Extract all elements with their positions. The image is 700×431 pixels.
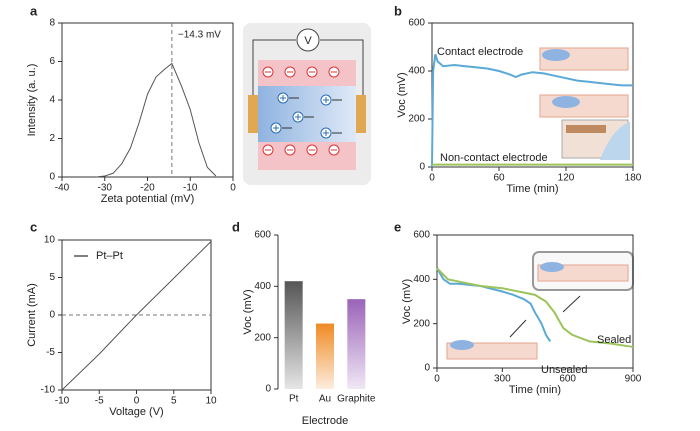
y-axis-title: Voc (mV)	[401, 279, 413, 324]
panel-letter: c	[30, 219, 37, 234]
y-tick-label: -10	[41, 385, 56, 396]
x-axis-title: Electrode	[302, 415, 348, 427]
y-tick-label: 200	[413, 318, 430, 329]
y-tick-label: 600	[254, 230, 271, 241]
x-tick-label: Au	[319, 394, 331, 405]
x-tick-label: 180	[625, 173, 642, 184]
series-label: Contact electrode	[437, 46, 523, 58]
bar	[316, 323, 334, 389]
data-line	[61, 241, 212, 391]
y-axis-title: Voc (mV)	[242, 289, 254, 334]
y-tick-label: 4	[49, 95, 55, 106]
y-tick-label: 200	[254, 332, 271, 343]
y-tick-label: 400	[254, 281, 271, 292]
x-tick-label: -20	[140, 183, 155, 194]
y-tick-label: 0	[49, 172, 55, 183]
y-tick-label: 200	[408, 114, 425, 125]
panel-letter: d	[232, 219, 240, 234]
schematic: V	[243, 23, 371, 185]
panel-letter: e	[394, 219, 401, 234]
y-tick-label: 2	[49, 133, 55, 144]
y-tick-label: 400	[408, 66, 425, 77]
data-line	[431, 53, 633, 168]
y-tick-label: -5	[46, 347, 55, 358]
legend-label: Pt–Pt	[96, 250, 123, 262]
x-tick-label: 120	[558, 173, 575, 184]
ion-sign	[280, 95, 286, 101]
y-tick-label: 6	[49, 56, 55, 67]
y-tick-label: 600	[408, 18, 425, 29]
y-tick-label: 0	[419, 162, 425, 173]
x-tick-label: Pt	[289, 394, 299, 405]
ion-sign	[273, 125, 279, 131]
y-tick-label: 0	[424, 363, 430, 374]
x-tick-label: 0	[429, 173, 435, 184]
y-tick-label: 400	[413, 274, 430, 285]
plot-frame	[61, 22, 234, 178]
ion-sign	[323, 130, 329, 136]
x-tick-label: 0	[134, 396, 140, 407]
series-label: Sealed	[597, 334, 631, 346]
data-line	[96, 62, 217, 178]
x-tick-label: -10	[55, 396, 70, 407]
x-tick-label: 600	[559, 374, 576, 385]
y-axis-title: Voc (mV)	[396, 72, 408, 117]
x-tick-label: Graphite	[337, 394, 376, 405]
meter-label: V	[304, 35, 312, 47]
inset-e	[446, 251, 634, 360]
x-tick-label: 60	[493, 173, 505, 184]
y-tick-label: 10	[44, 235, 56, 246]
reference-label: −14.3 mV	[178, 30, 221, 41]
x-tick-label: -10	[183, 183, 198, 194]
x-axis-title: Time (min)	[506, 183, 558, 195]
inset-b	[539, 47, 630, 160]
series-label: Unsealed	[541, 364, 587, 376]
y-axis-title: Intensity (a. u.)	[26, 64, 38, 137]
x-axis-title: Zeta potential (mV)	[101, 193, 195, 205]
panel-letter: a	[30, 3, 38, 18]
ion-sign	[295, 114, 301, 120]
y-tick-label: 0	[49, 310, 55, 321]
x-axis-title: Voltage (V)	[109, 406, 163, 418]
x-tick-label: -5	[95, 396, 104, 407]
x-tick-label: 300	[494, 374, 511, 385]
ion-sign	[323, 97, 329, 103]
y-tick-label: 600	[413, 230, 430, 241]
y-axis-title: Current (mA)	[26, 283, 38, 347]
x-axis-title: Time (min)	[509, 384, 561, 396]
x-tick-label: 0	[434, 374, 440, 385]
x-tick-label: -30	[98, 183, 113, 194]
x-tick-label: -40	[55, 183, 70, 194]
y-tick-label: 0	[265, 384, 271, 395]
panel-letter: b	[394, 3, 402, 18]
y-tick-label: 5	[49, 272, 55, 283]
bar	[347, 299, 366, 389]
x-tick-label: 0	[230, 183, 236, 194]
x-tick-label: 10	[205, 396, 217, 407]
series-label: Non-contact electrode	[440, 152, 548, 164]
x-tick-label: 5	[171, 396, 177, 407]
data-line	[436, 267, 634, 348]
bar	[284, 281, 303, 389]
plot-frame	[436, 234, 634, 369]
x-tick-label: 900	[625, 374, 642, 385]
y-tick-label: 8	[49, 18, 55, 29]
data-line	[436, 267, 552, 342]
